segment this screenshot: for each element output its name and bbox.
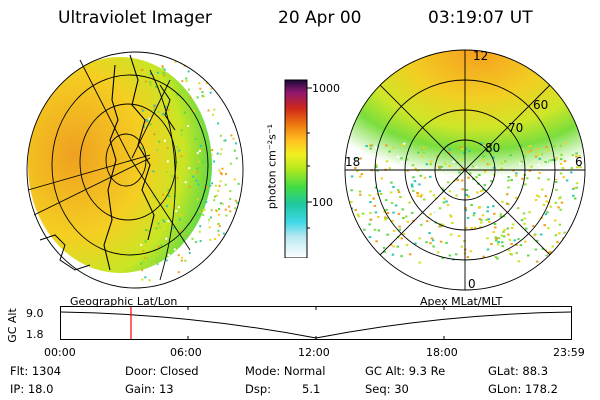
flight-number: Flt: 1304 <box>10 364 62 378</box>
dsp-label: Dsp: <box>245 382 272 396</box>
gc-altitude: GC Alt: 9.3 Re <box>365 364 446 378</box>
timeline-tick-1800: 18:00 <box>426 346 458 359</box>
geo-latitude: GLat: 88.3 <box>488 364 549 378</box>
color-scale-bar <box>284 79 312 258</box>
mlat-label-70: 70 <box>508 121 523 135</box>
ip-value: IP: 18.0 <box>10 382 54 396</box>
polar-mlat-mlt-plot: 12 18 6 0 60 70 80 <box>344 49 586 291</box>
timeline-tick-0000: 00:00 <box>44 346 76 359</box>
dsp-value: 5.1 <box>302 382 321 396</box>
timeline-y-max: 9.0 <box>26 307 44 320</box>
mlt-label-18: 18 <box>345 155 360 169</box>
mlt-label-12: 12 <box>473 49 488 63</box>
mlt-label-6: 6 <box>575 155 583 169</box>
mode-value: Mode: Normal <box>245 364 326 378</box>
geographic-auroral-image <box>26 51 244 289</box>
mlat-label-60: 60 <box>533 98 548 112</box>
colorbar-label: photon cm⁻²s⁻¹ <box>265 123 279 210</box>
timeline-tick-2359: 23:59 <box>553 346 585 359</box>
time-label: 03:19:07 UT <box>428 8 533 28</box>
colorbar-tick-100: 100 <box>312 196 333 209</box>
timeline-tick-0600: 06:00 <box>170 346 202 359</box>
timeline-tick-1200: 12:00 <box>298 346 330 359</box>
mlt-label-0: 0 <box>468 277 476 291</box>
app-title: Ultraviolet Imager <box>58 8 212 28</box>
mlat-label-80: 80 <box>485 141 500 155</box>
gain-value: Gain: 13 <box>125 382 174 396</box>
date-label: 20 Apr 00 <box>278 8 362 28</box>
apex-caption: Apex MLat/MLT <box>420 295 503 308</box>
sequence-number: Seq: 30 <box>365 382 409 396</box>
colorbar-tick-1000: 1000 <box>312 82 340 95</box>
geo-longitude: GLon: 178.2 <box>488 382 558 396</box>
door-status: Door: Closed <box>125 364 199 378</box>
timeline-ylabel: GC Alt <box>5 308 19 343</box>
altitude-timeline <box>60 306 572 340</box>
timeline-y-min: 1.8 <box>26 328 44 341</box>
geographic-caption: Geographic Lat/Lon <box>70 295 178 308</box>
